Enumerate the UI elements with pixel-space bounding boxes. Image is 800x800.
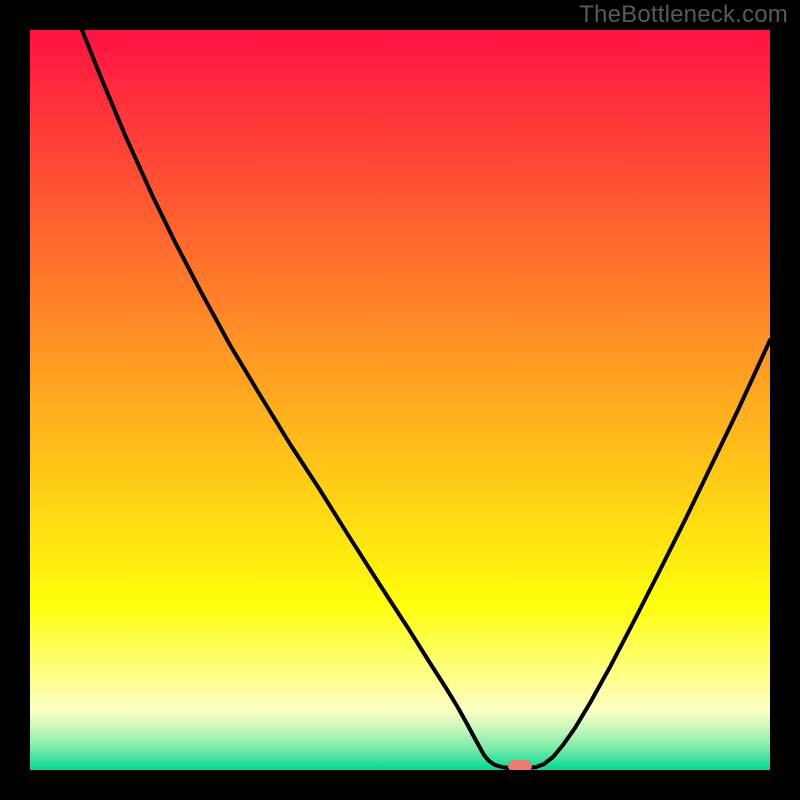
gradient-background [30, 30, 770, 770]
watermark-text: TheBottleneck.com [579, 1, 788, 29]
chart-frame: TheBottleneck.com [0, 0, 800, 800]
plot-svg [30, 30, 770, 770]
plot-area [30, 30, 770, 770]
optimal-marker [508, 760, 532, 770]
